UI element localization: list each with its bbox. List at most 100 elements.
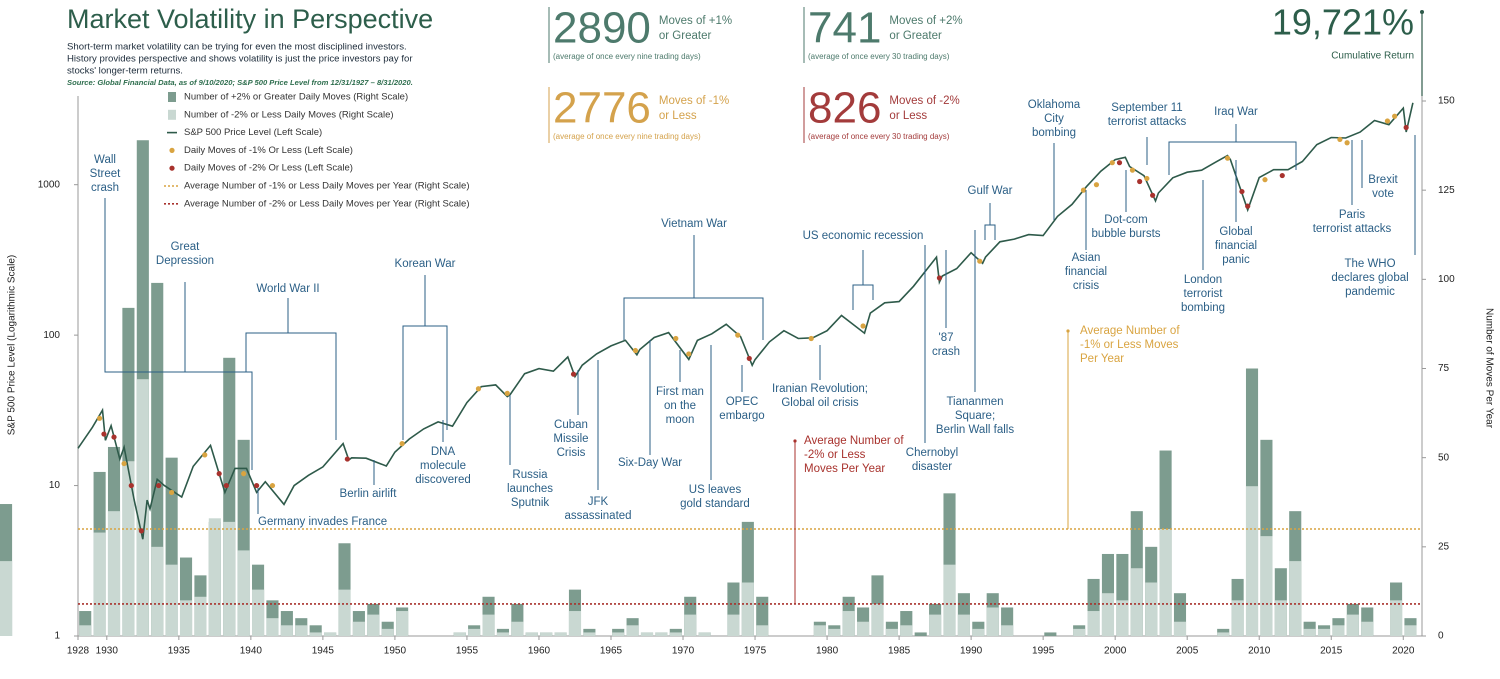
bar [1073, 628, 1086, 636]
price-dot [475, 386, 482, 392]
event-annotation: Oklahoma [1028, 99, 1081, 111]
event-annotation: London [1184, 274, 1222, 286]
legend-label: Number of -2% or Less Daily Moves (Right… [184, 109, 394, 120]
legend-label: Number of +2% or Greater Daily Moves (Ri… [184, 92, 408, 103]
bar [468, 628, 481, 636]
event-annotation: bubble bursts [1091, 228, 1160, 240]
price-dot [570, 371, 577, 377]
x-tick-label: 1965 [600, 646, 623, 657]
stat-note: (average of once every nine trading days… [553, 132, 701, 141]
bar [568, 611, 582, 636]
event-annotation: crisis [1073, 280, 1099, 292]
bar [1303, 628, 1316, 636]
price-dot [101, 431, 107, 437]
event-annotation: Paris [1339, 209, 1365, 221]
bar [540, 632, 553, 636]
annotation-leader [104, 198, 253, 470]
bar [1001, 625, 1014, 636]
event-annotation: terrorist [1184, 288, 1224, 300]
reference-annotation: Average Number of [804, 435, 904, 447]
bar [223, 521, 236, 636]
event-annotation: financial [1215, 240, 1257, 252]
bar [179, 600, 193, 636]
event-annotation: OPEC [726, 396, 759, 408]
event-annotation: Depression [156, 255, 214, 267]
price-dot [97, 415, 103, 421]
bar [496, 632, 510, 636]
legend-label: Average Number of -1% or Less Daily Move… [184, 181, 469, 192]
bar [208, 518, 221, 636]
bar [525, 632, 538, 636]
total-pointer-dot [1420, 10, 1424, 14]
legend-label: S&P 500 Price Level (Left Scale) [184, 127, 322, 138]
price-dot [1109, 160, 1115, 166]
x-tick-label: 2005 [1176, 646, 1199, 657]
price-dot [1245, 203, 1251, 209]
price-dot [1144, 175, 1150, 182]
bar [1044, 632, 1057, 636]
price-dot [216, 471, 222, 477]
bar [1231, 600, 1244, 636]
stat-label: or Less [889, 110, 927, 122]
x-tick-label: 1995 [1032, 646, 1055, 657]
event-annotation: assassinated [564, 510, 631, 522]
x-tick-label: 1970 [672, 646, 695, 657]
event-annotation: Six-Day War [618, 457, 682, 469]
event-annotation: Crisis [557, 447, 586, 459]
annotation-leader [852, 284, 874, 310]
annotation-leader [245, 332, 337, 440]
y-tick-label: 1 [54, 631, 60, 642]
description-line: stocks' longer-term returns. [67, 66, 183, 77]
x-tick-label: 1935 [168, 646, 191, 657]
annotation-leader [1168, 141, 1297, 175]
price-dot [1337, 136, 1343, 143]
event-annotation: US economic recession [803, 230, 924, 242]
annotation-leader [623, 297, 764, 340]
event-annotation: Global oil crisis [781, 397, 859, 409]
price-dot [344, 456, 350, 462]
bar [554, 632, 567, 636]
price-dot [504, 390, 510, 396]
stat-note: (average of once every nine trading days… [553, 52, 701, 61]
bar [669, 632, 682, 636]
y2-tick-label: 150 [1438, 96, 1455, 107]
bar [1390, 600, 1403, 636]
price-dot [1137, 178, 1143, 185]
event-annotation: terrorist attacks [1313, 223, 1392, 235]
price-dot [1239, 188, 1245, 195]
price-dot [1129, 167, 1136, 173]
price-dot [202, 452, 208, 458]
x-tick-label: 1945 [312, 646, 335, 657]
x-tick-label: 1990 [960, 646, 983, 657]
event-annotation: Sputnik [511, 497, 550, 509]
event-annotation: Iraq War [1214, 106, 1258, 118]
bar [885, 628, 898, 636]
price-dot [254, 482, 260, 489]
price-dot [735, 332, 741, 338]
reference-annotation: Per Year [1080, 353, 1124, 365]
bar [655, 632, 668, 636]
event-annotation: moon [666, 414, 695, 426]
bar [151, 546, 164, 636]
bar [900, 625, 913, 636]
price-dot [1262, 177, 1268, 183]
event-annotation: Global [1219, 226, 1252, 238]
price-dot [936, 275, 943, 281]
bar [1260, 536, 1273, 636]
event-annotation: panic [1222, 254, 1250, 266]
bar [1101, 593, 1115, 636]
bar [338, 589, 351, 636]
x-tick-label: 2015 [1320, 646, 1343, 657]
stat-note: (average of once every 30 trading days) [808, 132, 950, 141]
y-tick-label: 100 [43, 330, 60, 341]
event-annotation: '87 [939, 332, 954, 344]
x-tick-label: 2020 [1392, 646, 1415, 657]
price-dot [746, 355, 752, 362]
bar [929, 614, 942, 636]
price-dot [977, 258, 983, 264]
bar [1087, 611, 1100, 636]
price-dot [241, 471, 247, 477]
reference-annotation: Average Number of [1080, 325, 1180, 337]
event-annotation: terrorist attacks [1108, 116, 1187, 128]
title: Market Volatility in Perspective [67, 4, 433, 34]
